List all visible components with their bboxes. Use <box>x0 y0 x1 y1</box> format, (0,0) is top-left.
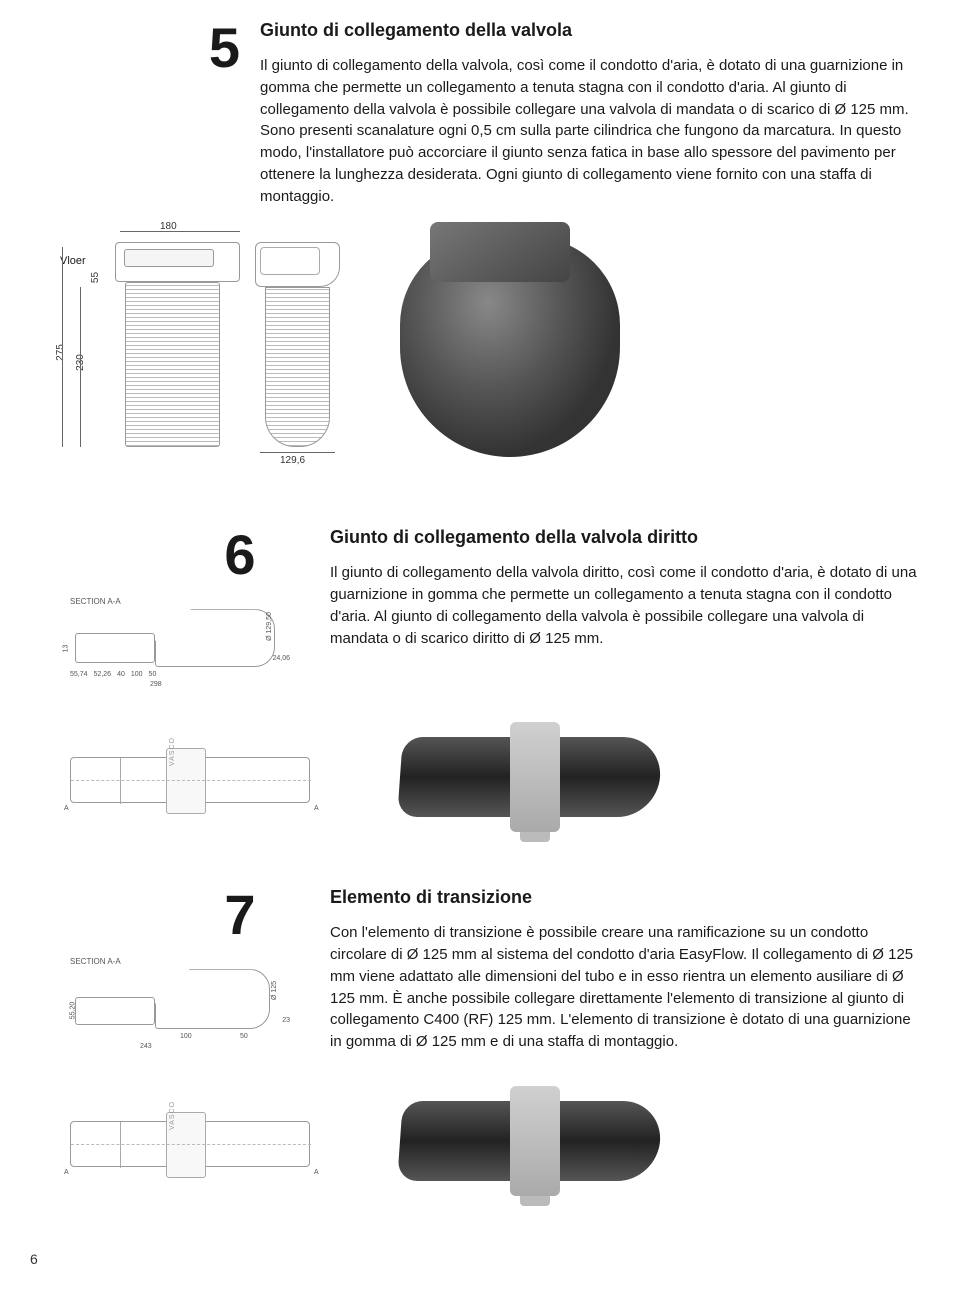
s6-24: 24,06 <box>272 655 290 662</box>
dim-55: 55 <box>90 272 101 283</box>
section-6-content: Giunto di collegamento della valvola dir… <box>330 527 920 687</box>
s7-A-right: A <box>314 1169 319 1176</box>
section-6: 6 SECTION A-A Ø 129,50 24,06 13 55,74 52… <box>30 527 920 687</box>
s6-d1: 52,26 <box>94 671 112 678</box>
section-5-title: Giunto di collegamento della valvola <box>260 20 920 41</box>
dim-275: 275 <box>55 344 66 361</box>
section-7-title: Elemento di transizione <box>330 887 920 908</box>
s7-55: 55,20 <box>69 1002 76 1020</box>
s6-d2: 40 <box>117 671 125 678</box>
s7-100: 100 <box>180 1033 192 1040</box>
s6-13: 13 <box>62 645 69 653</box>
s7-50: 50 <box>240 1033 248 1040</box>
s6-d0: 55,74 <box>70 671 88 678</box>
section-7-content: Elemento di transizione Con l'elemento d… <box>330 887 920 1053</box>
s6-total: 298 <box>150 681 162 688</box>
s6-A-right: A <box>314 805 319 812</box>
s7-243: 243 <box>140 1043 152 1050</box>
s6-d4: 50 <box>149 671 157 678</box>
section-5: 5 Giunto di collegamento della valvola I… <box>30 20 920 207</box>
section-5-left: 5 <box>30 20 260 207</box>
section-5-body: Il giunto di collegamento della valvola,… <box>260 55 920 207</box>
section-7-left: 7 SECTION A-A Ø 125 55,20 100 50 243 23 <box>30 887 330 1053</box>
product-photo-7 <box>380 1071 680 1201</box>
section-number-6: 6 <box>150 527 330 583</box>
section-6-body: Il giunto di collegamento della valvola … <box>330 562 920 649</box>
s7-A-left: A <box>64 1169 69 1176</box>
s7-section-label: SECTION A-A <box>70 957 290 966</box>
section-7-body: Con l'elemento di transizione è possibil… <box>330 922 920 1053</box>
page-number: 6 <box>30 1251 920 1267</box>
vasco-logo-7: VASCO <box>169 1101 176 1130</box>
product-photo-6 <box>380 707 680 837</box>
section-number-7: 7 <box>150 887 330 943</box>
s6-A-left: A <box>64 805 69 812</box>
label-vloer: Vloer <box>60 255 86 267</box>
section-number-5: 5 <box>30 20 260 76</box>
s6-d3: 100 <box>131 671 143 678</box>
dim-1296: 129,6 <box>280 455 305 466</box>
s6-section-label: SECTION A-A <box>70 597 290 606</box>
section-7: 7 SECTION A-A Ø 125 55,20 100 50 243 23 … <box>30 887 920 1053</box>
s7-dia: Ø 125 <box>271 981 278 1000</box>
s6-dia: Ø 129,50 <box>266 612 273 641</box>
product-photo-5 <box>400 237 620 457</box>
vasco-logo-6: VASCO <box>169 737 176 766</box>
section-6-left: 6 SECTION A-A Ø 129,50 24,06 13 55,74 52… <box>30 527 330 687</box>
section-5-content: Giunto di collegamento della valvola Il … <box>260 20 920 207</box>
section-6-title: Giunto di collegamento della valvola dir… <box>330 527 920 548</box>
s7-23: 23 <box>282 1017 290 1024</box>
